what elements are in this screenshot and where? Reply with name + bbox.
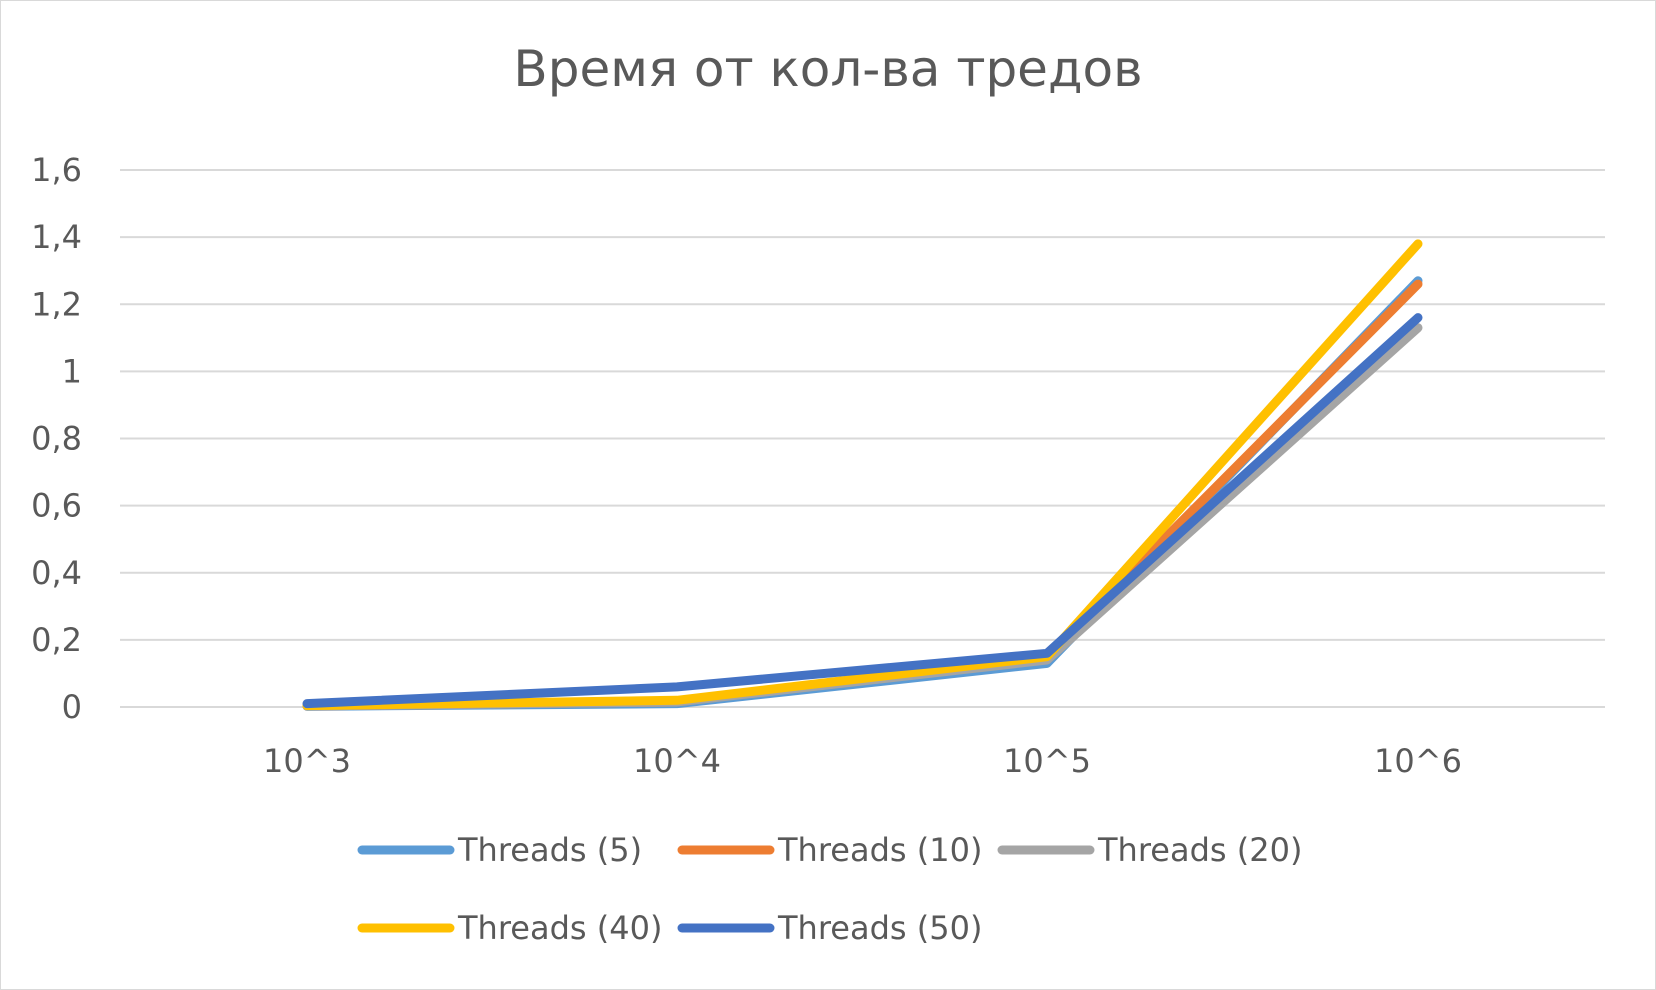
y-tick-label: 0,4 <box>31 554 82 592</box>
series-lines <box>302 239 1423 711</box>
legend-label: Threads (20) <box>1097 831 1302 869</box>
y-tick-label: 0,2 <box>31 621 82 659</box>
x-tick-label: 10^4 <box>633 742 721 780</box>
x-tick-label: 10^3 <box>263 742 351 780</box>
series-line <box>302 279 1423 711</box>
x-tick-label: 10^5 <box>1003 742 1091 780</box>
legend-label: Threads (40) <box>457 909 662 947</box>
series-line <box>302 276 1423 711</box>
legend-label: Threads (5) <box>457 831 642 869</box>
y-tick-label: 1,4 <box>31 218 82 256</box>
y-tick-label: 1 <box>62 352 82 390</box>
x-tick-label: 10^6 <box>1374 742 1462 780</box>
chart-title: Время от кол-ва тредов <box>513 40 1143 98</box>
legend-label: Threads (10) <box>777 831 982 869</box>
y-tick-label: 0,6 <box>31 487 82 525</box>
y-tick-label: 0 <box>62 688 82 726</box>
y-tick-label: 1,6 <box>31 151 82 189</box>
x-axis-ticks: 10^3 10^4 10^5 10^6 <box>263 742 1462 780</box>
legend: Threads (5) Threads (10) Threads (20) Threa… <box>357 831 1302 947</box>
y-tick-label: 1,2 <box>31 285 82 323</box>
y-tick-label: 0,8 <box>31 420 82 458</box>
series-line <box>302 239 1423 711</box>
series-line <box>302 323 1423 711</box>
grid-lines <box>120 169 1605 708</box>
y-axis-ticks: 0 0,2 0,4 0,6 0,8 1 1,2 1,4 1,6 <box>31 151 82 726</box>
legend-label: Threads (50) <box>777 909 982 947</box>
series-line <box>302 313 1423 709</box>
